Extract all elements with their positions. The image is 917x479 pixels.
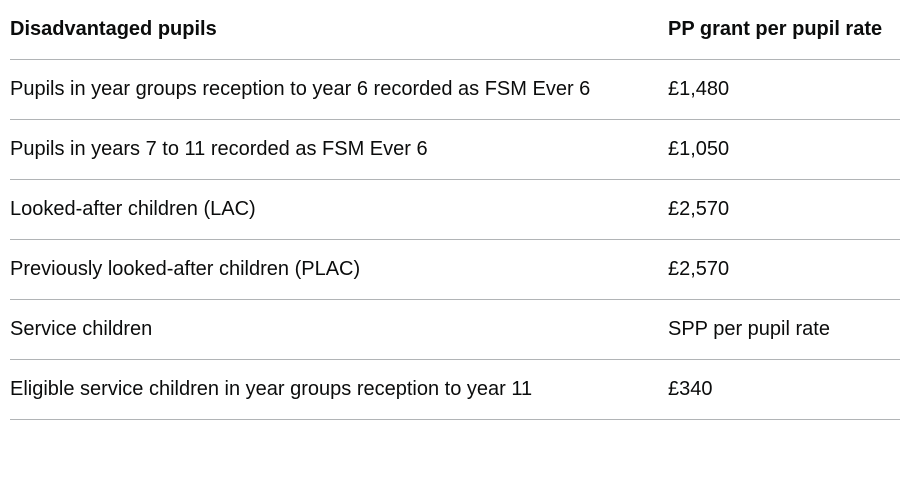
grant-rate-cell: £340 xyxy=(668,378,713,400)
table-row: Service children SPP per pupil rate xyxy=(10,300,900,360)
pupil-category-cell: Previously looked-after children (PLAC) xyxy=(10,258,361,280)
grant-rate-cell: £1,050 xyxy=(668,138,730,160)
pupil-category-cell: Looked-after children (LAC) xyxy=(10,198,256,220)
table-header-row: Disadvantaged pupils PP grant per pupil … xyxy=(10,0,900,60)
table-row: Eligible service children in year groups… xyxy=(10,360,900,420)
pupil-category-cell: Pupils in year groups reception to year … xyxy=(10,78,591,100)
pupil-category-cell: Eligible service children in year groups… xyxy=(10,378,533,400)
grant-rate-cell: £2,570 xyxy=(668,198,730,220)
pupil-category-cell: Pupils in years 7 to 11 recorded as FSM … xyxy=(10,138,428,160)
grant-rate-cell: £1,480 xyxy=(668,78,730,100)
table-row: Previously looked-after children (PLAC) … xyxy=(10,240,900,300)
column-header-disadvantaged-pupils: Disadvantaged pupils xyxy=(10,18,217,40)
grant-rate-cell: £2,570 xyxy=(668,258,730,280)
grant-rates-table: Disadvantaged pupils PP grant per pupil … xyxy=(10,0,900,420)
table-row: Pupils in year groups reception to year … xyxy=(10,60,900,120)
grant-rate-cell: SPP per pupil rate xyxy=(668,318,830,340)
column-header-grant-rate: PP grant per pupil rate xyxy=(668,18,883,40)
table-row: Looked-after children (LAC) £2,570 xyxy=(10,180,900,240)
pupil-category-cell: Service children xyxy=(10,318,153,340)
table-row: Pupils in years 7 to 11 recorded as FSM … xyxy=(10,120,900,180)
